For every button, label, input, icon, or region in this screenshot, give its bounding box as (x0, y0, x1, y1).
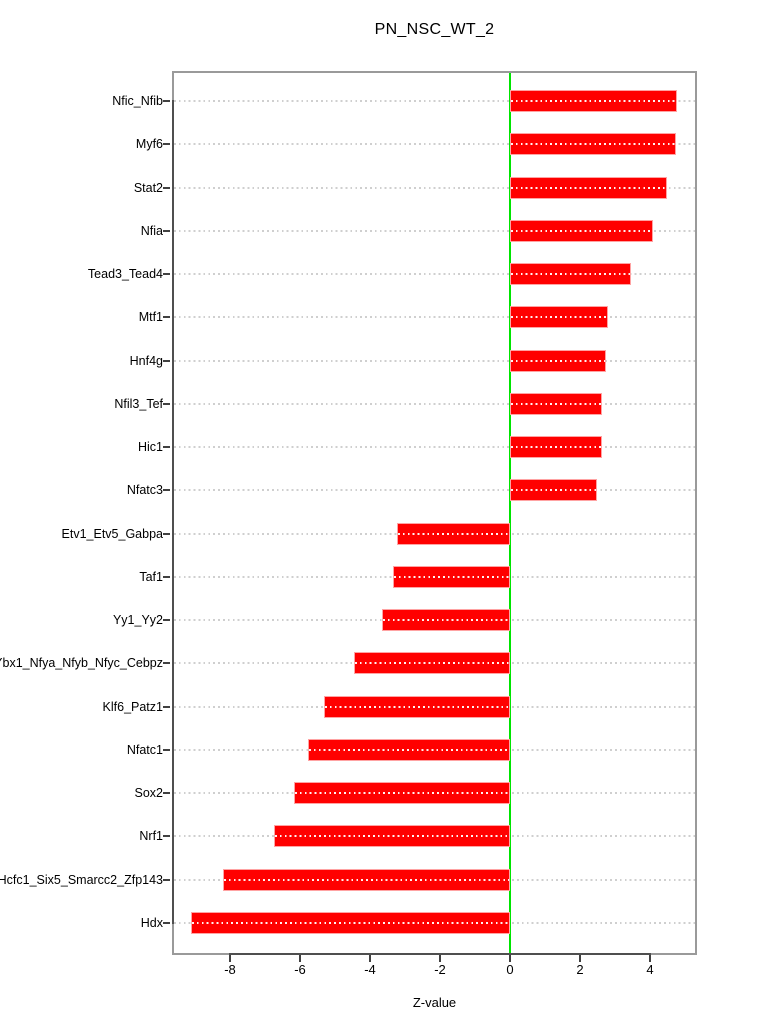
x-tick (229, 955, 231, 962)
category-label: Nfatc1 (126, 742, 163, 757)
y-tick (163, 619, 170, 622)
bar (294, 782, 510, 805)
y-tick (163, 835, 170, 838)
category-label: Sox2 (134, 786, 164, 801)
category-label: Taf1 (139, 569, 163, 584)
category-label: Ybx1_Nfya_Nfyb_Nfyc_Cebpz (0, 656, 163, 671)
category-label: Klf6_Patz1 (102, 699, 163, 714)
x-tick-label: 0 (506, 962, 514, 977)
gridline (174, 489, 695, 492)
bar (396, 522, 510, 545)
x-tick (579, 955, 581, 962)
x-tick (439, 955, 441, 962)
bar (353, 652, 510, 675)
x-tick-label: -2 (434, 962, 446, 977)
bar (274, 825, 510, 848)
y-tick (163, 662, 170, 665)
bar (510, 436, 603, 459)
x-tick (509, 955, 511, 962)
bar (510, 479, 597, 502)
y-tick (163, 878, 170, 881)
y-tick (163, 100, 170, 102)
y-tick (163, 143, 170, 146)
y-tick (163, 748, 170, 751)
x-tick-label: -6 (294, 962, 306, 977)
gridline (174, 186, 695, 189)
gridline (174, 316, 695, 319)
category-axis: Nfic_Nfib Myf6 Stat2 Nfia Tead3_Tead4 Mtf1 Hnf… (0, 71, 163, 955)
y-tick (163, 532, 170, 535)
category-label: Etv1_Etv5_Gabpa (61, 526, 163, 541)
x-tick (649, 955, 651, 962)
bar (510, 349, 606, 372)
y-tick (163, 316, 170, 319)
y-tick (163, 186, 170, 189)
y-tick (163, 446, 170, 449)
bar (323, 695, 510, 718)
category-label: Hnf4g (129, 353, 163, 368)
bar (510, 392, 603, 415)
x-tick (369, 955, 371, 962)
x-tick-label: -8 (224, 962, 236, 977)
plot-frame (172, 71, 697, 955)
y-tick (163, 489, 170, 492)
x-tick-label: 2 (576, 962, 584, 977)
category-label: Nfatc3 (126, 483, 163, 498)
category-label: Stat2 (133, 180, 163, 195)
y-tick (163, 359, 170, 362)
gridline (174, 143, 695, 146)
bar (393, 565, 510, 588)
y-tick (163, 273, 170, 276)
category-label: Yy1_Yy2 (112, 613, 163, 628)
x-tick (299, 955, 301, 962)
bar (510, 219, 654, 242)
category-label: Nfic_Nfib (112, 94, 163, 108)
bar (382, 609, 510, 632)
x-tick-label: 4 (646, 962, 654, 977)
gridline (174, 446, 695, 449)
bar (307, 738, 510, 761)
x-axis-label: Z-value (412, 995, 457, 1010)
gridline (174, 100, 695, 102)
y-tick (163, 229, 170, 232)
category-label: Myf6 (135, 137, 163, 152)
gridline (174, 402, 695, 405)
x-tick-label: -4 (364, 962, 376, 977)
x-axis-line (229, 953, 651, 955)
category-label: Hic1 (137, 440, 163, 455)
category-label: Mtf1 (138, 310, 163, 325)
category-label: Nfil3_Tef (114, 396, 163, 411)
chart-title: PN_NSC_WT_2 (374, 21, 495, 38)
y-tick (163, 792, 170, 795)
gridline (174, 359, 695, 362)
y-tick (163, 402, 170, 405)
zero-line (509, 73, 511, 953)
category-label: Hcfc1_Six5_Smarcc2_Zfp143 (0, 872, 163, 887)
y-tick (163, 575, 170, 578)
category-label: Hdx (140, 915, 163, 930)
gridline (174, 229, 695, 232)
y-axis-line (172, 100, 174, 924)
bar (510, 176, 668, 199)
bar (510, 90, 678, 112)
y-tick (163, 921, 170, 924)
category-label: Nfia (140, 223, 163, 238)
category-label: Tead3_Tead4 (87, 267, 163, 282)
plot-area: -8 -6 -4 -2 0 2 4 (163, 71, 697, 977)
bar (510, 306, 609, 329)
bar (190, 911, 510, 934)
y-tick (163, 705, 170, 708)
category-label: Nrf1 (139, 829, 163, 844)
bar (223, 868, 510, 891)
gridline (174, 273, 695, 276)
bar (510, 263, 632, 286)
bar (510, 133, 676, 156)
